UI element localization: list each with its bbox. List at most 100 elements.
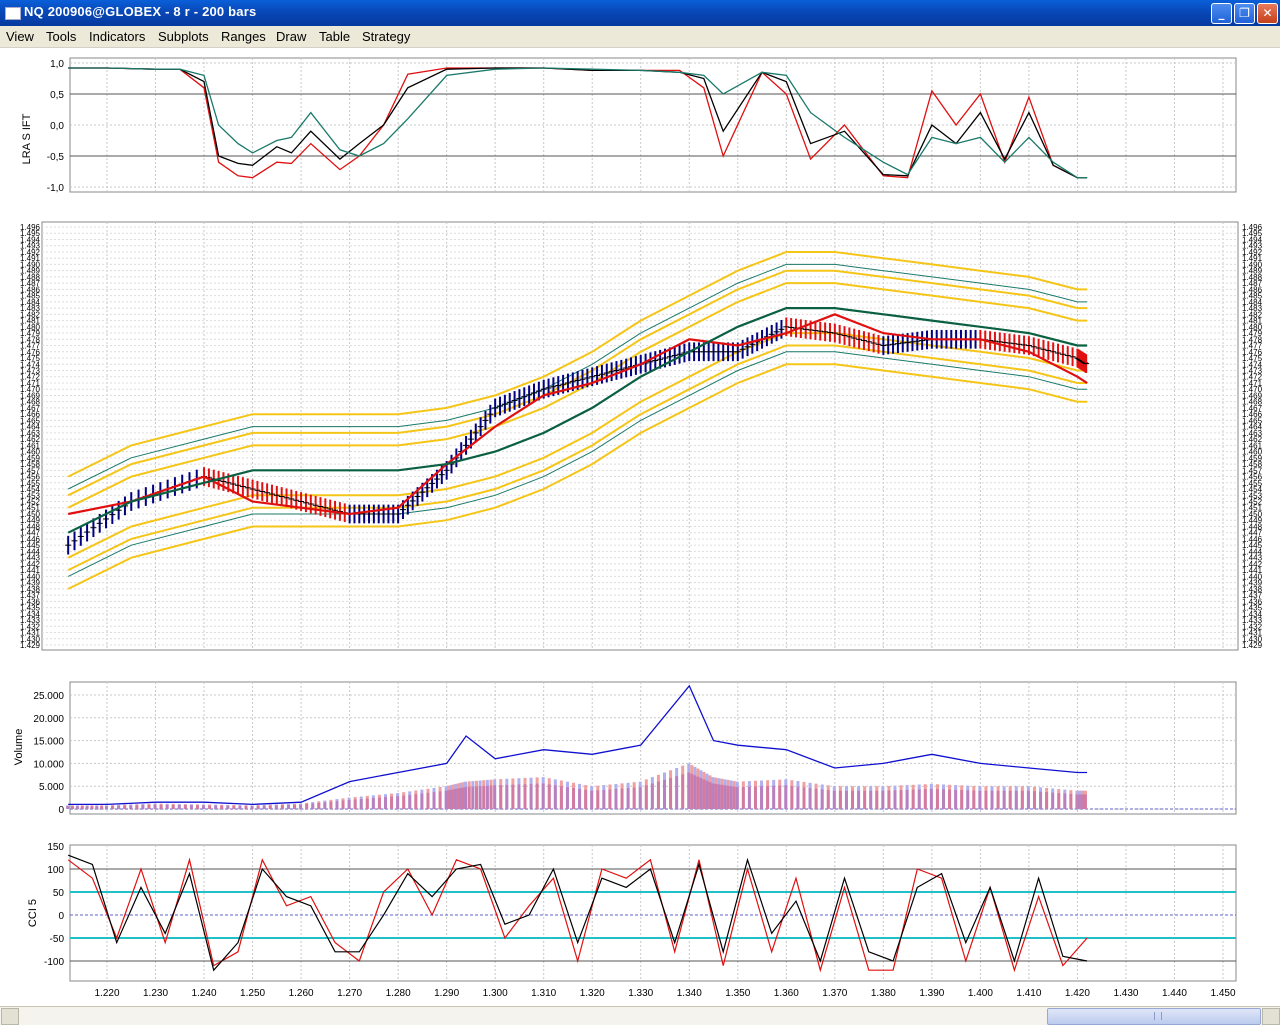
volume-tick-label: 25.000 bbox=[33, 691, 64, 702]
x-tick-label: 1.410 bbox=[1016, 988, 1041, 999]
menu-tools[interactable]: Tools bbox=[46, 29, 77, 44]
series-layer bbox=[67, 67, 1088, 973]
volume-bar-overlay bbox=[1014, 790, 1018, 809]
price-tick-label: 1.492 bbox=[1242, 248, 1263, 257]
volume-bar-overlay bbox=[1083, 794, 1087, 809]
menu-bar: View Tools Indicators Subplots Ranges Dr… bbox=[0, 26, 1280, 48]
price-tick-label: 1.486 bbox=[1242, 285, 1263, 294]
volume-bar-overlay bbox=[726, 785, 730, 809]
price-tick-label: 1.457 bbox=[1242, 466, 1263, 475]
minimize-button[interactable]: _ bbox=[1211, 3, 1232, 24]
menu-draw[interactable]: Draw bbox=[276, 29, 307, 44]
price-tick-label: 1.468 bbox=[1242, 398, 1263, 407]
band-line bbox=[67, 344, 1088, 571]
price-tick-label: 1.484 bbox=[1242, 298, 1263, 307]
volume-bar-overlay bbox=[1008, 790, 1012, 809]
lra-ylabel: LRA S IFT bbox=[21, 113, 33, 164]
x-tick-label: 1.380 bbox=[871, 988, 896, 999]
price-tick-label: 1.472 bbox=[1242, 373, 1263, 382]
volume-bar-overlay bbox=[620, 788, 624, 809]
horizontal-scrollbar[interactable] bbox=[0, 1006, 1280, 1025]
volume-bar-overlay bbox=[505, 784, 509, 809]
volume-bar-overlay bbox=[183, 805, 187, 809]
price-tick-label: 1.429 bbox=[1242, 641, 1263, 650]
volume-bar-overlay bbox=[638, 787, 642, 809]
close-button[interactable]: ✕ bbox=[1257, 3, 1278, 24]
menu-strategy[interactable]: Strategy bbox=[362, 29, 411, 44]
volume-bar-overlay bbox=[572, 788, 576, 809]
volume-bar-overlay bbox=[1069, 793, 1073, 809]
maximize-button[interactable]: ❐ bbox=[1234, 3, 1255, 24]
menu-indicators[interactable]: Indicators bbox=[89, 29, 146, 44]
volume-bar-overlay bbox=[990, 790, 994, 809]
volume-bar-overlay bbox=[808, 788, 812, 809]
volume-bar-overlay bbox=[244, 805, 248, 809]
price-tick-label: 1.443 bbox=[20, 554, 41, 563]
volume-bar-overlay bbox=[471, 786, 475, 809]
scroll-right-button[interactable] bbox=[1262, 1008, 1280, 1025]
volume-bar-overlay bbox=[911, 789, 915, 809]
volume-bar-overlay bbox=[80, 806, 84, 809]
x-tick-labels: 1.220 1.230 1.240 1.250 1.260 1.270 1.280 1.290… bbox=[94, 988, 1235, 999]
price-tick-label: 1.462 bbox=[1242, 435, 1263, 444]
price-tick-label: 1.493 bbox=[1242, 242, 1263, 251]
band-line bbox=[67, 251, 1088, 478]
price-tick-label: 1.450 bbox=[1242, 510, 1263, 519]
price-tick-label: 1.434 bbox=[1242, 610, 1263, 619]
price-tick-label: 1.483 bbox=[20, 304, 41, 313]
lra-series-line-3 bbox=[68, 67, 1088, 179]
volume-bar-overlay bbox=[489, 785, 493, 809]
lra-tick-labels: 1,0 0,5 0,0 -0,5 -1,0 bbox=[47, 59, 65, 194]
menu-table[interactable]: Table bbox=[319, 29, 351, 44]
lra-tick-label: 0,0 bbox=[50, 121, 64, 132]
price-tick-label: 1.495 bbox=[20, 229, 41, 238]
volume-bar-overlay bbox=[299, 804, 303, 809]
volume-bar-overlay bbox=[485, 785, 489, 809]
volume-bar-overlay bbox=[663, 779, 666, 809]
price-tick-label: 1.470 bbox=[20, 385, 41, 394]
cci-ylabel: CCI 5 bbox=[27, 899, 39, 927]
volume-bar-overlay bbox=[602, 789, 606, 809]
price-tick-label: 1.445 bbox=[1242, 541, 1263, 550]
price-tick-label: 1.488 bbox=[1242, 273, 1263, 282]
volume-bar-overlay bbox=[449, 789, 453, 809]
volume-bar-overlay bbox=[311, 803, 315, 809]
volume-bar-overlay bbox=[390, 796, 394, 809]
chart-area[interactable]: LRA S IFT Volume CCI 5 1,0 0,5 0,0 -0,5 -1,0… bbox=[0, 48, 1280, 1006]
volume-bar-overlay bbox=[820, 789, 824, 809]
menu-view[interactable]: View bbox=[6, 29, 34, 44]
volume-bar-overlay bbox=[317, 802, 321, 809]
lra-panel-frame bbox=[69, 57, 1237, 193]
menu-subplots[interactable]: Subplots bbox=[158, 29, 209, 44]
price-tick-label: 1.438 bbox=[20, 585, 41, 594]
price-tick-label: 1.469 bbox=[20, 391, 41, 400]
price-tick-label: 1.447 bbox=[20, 529, 41, 538]
volume-bar-overlay bbox=[778, 785, 782, 809]
volume-bar-overlay bbox=[705, 780, 709, 809]
price-tick-label: 1.481 bbox=[20, 317, 41, 326]
price-tick-label: 1.488 bbox=[20, 273, 41, 282]
volume-bar-overlay bbox=[923, 789, 927, 809]
volume-bar-overlay bbox=[857, 790, 861, 809]
volume-bar-overlay bbox=[632, 787, 636, 809]
price-tick-label: 1.496 bbox=[20, 223, 41, 232]
price-tick-label: 1.465 bbox=[20, 416, 41, 425]
volume-bar-overlay bbox=[644, 785, 648, 809]
price-tick-label: 1.483 bbox=[1242, 304, 1263, 313]
price-tick-label: 1.484 bbox=[20, 298, 41, 307]
volume-bar-overlay bbox=[454, 788, 458, 809]
chart-canvas[interactable]: LRA S IFT Volume CCI 5 1,0 0,5 0,0 -0,5 -1,0… bbox=[0, 48, 1280, 1006]
price-tick-label: 1.467 bbox=[20, 404, 41, 413]
price-tick-label: 1.479 bbox=[20, 329, 41, 338]
volume-bar-overlay bbox=[529, 783, 533, 809]
scroll-left-button[interactable] bbox=[1, 1008, 19, 1025]
price-bars bbox=[65, 317, 1090, 555]
price-tick-label: 1.459 bbox=[20, 454, 41, 463]
menu-ranges[interactable]: Ranges bbox=[221, 29, 266, 44]
volume-bar-overlay bbox=[899, 790, 903, 809]
volume-bar-overlay bbox=[293, 804, 297, 809]
price-tick-label: 1.491 bbox=[20, 254, 41, 263]
volume-bar-overlay bbox=[268, 805, 272, 809]
price-tick-label: 1.495 bbox=[1242, 229, 1263, 238]
price-tick-label: 1.490 bbox=[20, 260, 41, 269]
